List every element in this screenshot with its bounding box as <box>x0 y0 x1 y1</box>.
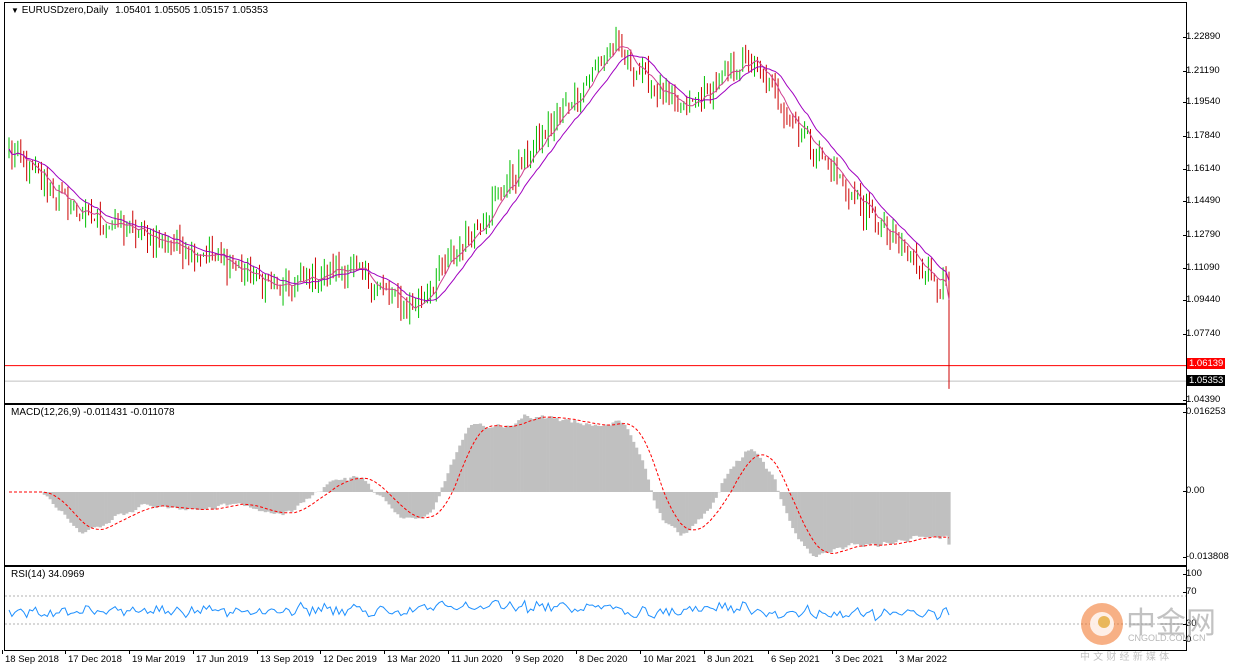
symbol-title: EURUSDzero,Daily <box>21 5 109 16</box>
macd-tick: -0.013808 <box>1183 551 1229 562</box>
price-scale[interactable]: 1.22890 1.21190 1.19540 1.17840 1.16140 … <box>1182 2 1234 405</box>
rsi-scale: 100 70 30 0 <box>1182 566 1234 649</box>
price-tick: 1.14490 <box>1182 195 1221 206</box>
macd-tick: 0.016253 <box>1183 406 1226 417</box>
rsi-tick: 30 <box>1183 618 1197 629</box>
rsi-tick: 100 <box>1183 568 1202 579</box>
time-tick: 9 Sep 2020 <box>512 650 564 665</box>
current-price-label: 1.05353 <box>1187 375 1226 386</box>
moving-average-line <box>8 45 950 309</box>
macd-signal-line <box>9 416 950 555</box>
price-tick: 1.04390 <box>1182 394 1221 405</box>
horizontal-line-price-label: 1.06139 <box>1187 358 1226 369</box>
price-tick: 1.19540 <box>1182 96 1221 107</box>
dropdown-triangle-icon[interactable]: ▼ <box>11 6 19 15</box>
time-tick: 3 Dec 2021 <box>832 650 884 665</box>
time-tick: 11 Jun 2020 <box>448 650 503 665</box>
price-tick: 1.17840 <box>1182 130 1221 141</box>
time-tick: 6 Sep 2021 <box>768 650 820 665</box>
time-tick: 17 Jun 2019 <box>192 650 249 665</box>
macd-panel[interactable]: MACD(12,26,9) -0.011431 -0.011078 <box>4 404 1187 566</box>
price-tick: 1.09440 <box>1182 294 1221 305</box>
macd-scale: 0.016253 0.00 -0.013808 <box>1183 404 1234 564</box>
macd-title: MACD(12,26,9) -0.011431 -0.011078 <box>11 407 175 418</box>
time-tick: 13 Sep 2019 <box>257 650 314 665</box>
time-tick: 19 Mar 2019 <box>128 650 186 665</box>
rsi-panel[interactable]: RSI(14) 34.0969 <box>4 566 1187 651</box>
time-tick: 12 Dec 2019 <box>320 650 377 665</box>
time-tick: 8 Jun 2021 <box>703 650 755 665</box>
cngold-logo-icon <box>1081 603 1123 645</box>
cngold-watermark: 中金网 CNGOLD.COM.CN 中 文 财 经 新 媒 体 <box>1076 598 1234 672</box>
rsi-tick: 70 <box>1183 586 1197 597</box>
watermark-domain: CNGOLD.COM.CN <box>1128 633 1206 643</box>
price-tick: 1.16140 <box>1182 163 1221 174</box>
price-tick: 1.21190 <box>1183 65 1220 76</box>
watermark-tagline: 中 文 财 经 新 媒 体 <box>1080 652 1170 663</box>
rsi-line <box>8 599 950 622</box>
price-tick: 1.11090 <box>1183 262 1220 273</box>
price-tick: 1.07740 <box>1182 328 1221 339</box>
time-tick: 10 Mar 2021 <box>639 650 697 665</box>
time-tick: 8 Dec 2020 <box>576 650 628 665</box>
ohlc-values: 1.05401 1.05505 1.05157 1.05353 <box>115 5 269 16</box>
price-tick: 1.22890 <box>1182 31 1221 42</box>
rsi-title: RSI(14) 34.0969 <box>11 569 85 580</box>
time-axis: 18 Sep 2018 17 Dec 2018 19 Mar 2019 17 J… <box>2 650 1185 672</box>
time-tick: 3 Mar 2022 <box>895 650 948 665</box>
watermark-name: 中金网 <box>1126 606 1216 641</box>
macd-tick: 0.00 <box>1183 485 1205 496</box>
price-tick: 1.12790 <box>1182 229 1221 240</box>
rsi-tick: 0 <box>1182 634 1192 645</box>
price-plot[interactable] <box>5 3 1186 403</box>
time-tick: 13 Mar 2020 <box>383 650 441 665</box>
rsi-plot[interactable] <box>5 567 1186 650</box>
macd-plot[interactable] <box>5 405 1186 565</box>
moving-average-line <box>8 54 950 302</box>
time-tick: 18 Sep 2018 <box>2 650 59 665</box>
time-tick: 17 Dec 2018 <box>65 650 122 665</box>
chart-title: ▼ EURUSDzero,Daily 1.05401 1.05505 1.051… <box>11 5 268 16</box>
price-chart-panel[interactable]: ▼ EURUSDzero,Daily 1.05401 1.05505 1.051… <box>4 2 1187 404</box>
